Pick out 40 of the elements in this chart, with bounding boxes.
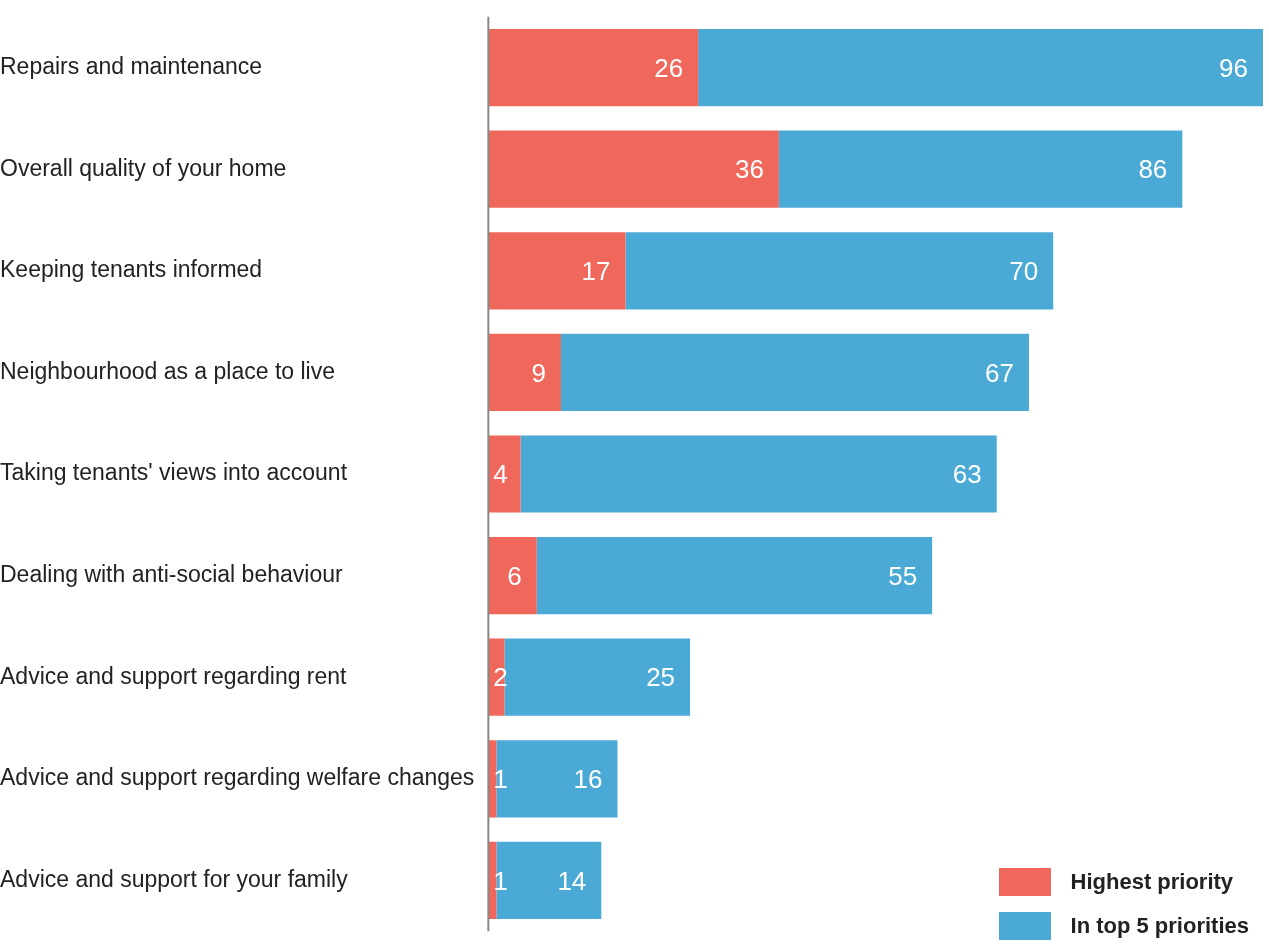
bar — [488, 232, 626, 310]
y-tick-label: Overall quality of your home — [0, 154, 287, 181]
bar — [488, 435, 521, 513]
legend-label: In top 5 priorities — [1070, 913, 1249, 939]
data-label: 17 — [581, 255, 611, 286]
bar — [488, 333, 561, 412]
y-tick-label: Advice and support regarding welfare changes — [0, 764, 475, 791]
data-label: 36 — [734, 154, 764, 185]
bar — [778, 130, 1183, 208]
data-label: 26 — [654, 52, 684, 83]
bar — [488, 536, 537, 615]
y-tick-label: Taking tenants' views into account — [0, 459, 348, 486]
total-label: 16 — [573, 763, 603, 794]
bar — [536, 536, 933, 615]
total-label: 14 — [557, 865, 587, 896]
total-label: 86 — [1138, 154, 1168, 185]
y-tick-label: Advice and support regarding rent — [0, 662, 348, 689]
data-label: 4 — [493, 459, 508, 490]
y-tick-label: Advice and support for your family — [0, 865, 349, 892]
bar — [698, 28, 1263, 107]
bar — [488, 28, 699, 107]
bar — [488, 130, 779, 208]
bar — [496, 740, 618, 818]
bar — [496, 841, 602, 920]
bar — [625, 232, 1054, 310]
y-tick-label: Dealing with anti-social behaviour — [0, 560, 343, 587]
bar — [560, 333, 1029, 412]
total-label: 67 — [985, 357, 1014, 388]
data-label: 9 — [531, 357, 546, 388]
total-label: 25 — [646, 662, 676, 693]
total-label: 70 — [1009, 255, 1039, 286]
data-label: 6 — [507, 560, 522, 591]
y-tick-label: Repairs and maintenance — [0, 52, 263, 79]
total-label: 63 — [952, 459, 982, 490]
y-tick-label: Keeping tenants informed — [0, 256, 263, 283]
total-label: 55 — [888, 560, 918, 591]
total-label: 96 — [1219, 52, 1248, 83]
legend-label: Highest priority — [1070, 869, 1234, 895]
bar — [520, 435, 997, 513]
y-tick-label: Neighbourhood as a place to live — [0, 357, 336, 384]
